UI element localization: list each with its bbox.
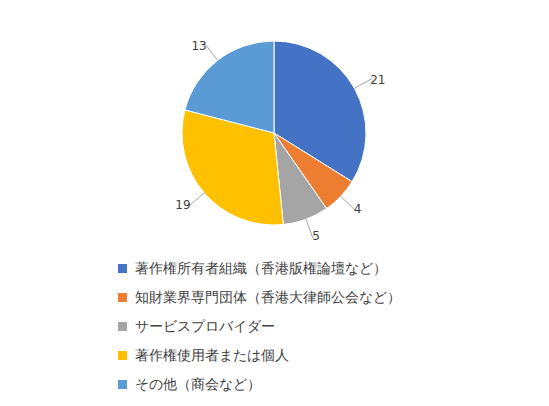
html-text:著作権使用者または個人: 著作権使用者または個人	[135, 346, 289, 363]
svg-text:5: 5	[312, 229, 320, 243]
svg-text:4: 4	[354, 202, 362, 216]
html-text:サービスプロバイダー: サービスプロバイダー	[135, 317, 275, 334]
html-text:著作権所有者組織（香港版権論壇など）: 著作権所有者組織（香港版権論壇など）	[135, 259, 387, 276]
svg-text:21: 21	[370, 73, 385, 87]
html-text:その他（商会など）: その他（商会など）	[135, 375, 261, 392]
html-text:知財業界専門団体（香港大律師公会など）: 知財業界専門団体（香港大律師公会など）	[135, 288, 401, 305]
svg-text:19: 19	[175, 198, 190, 212]
svg-text:13: 13	[191, 39, 206, 53]
